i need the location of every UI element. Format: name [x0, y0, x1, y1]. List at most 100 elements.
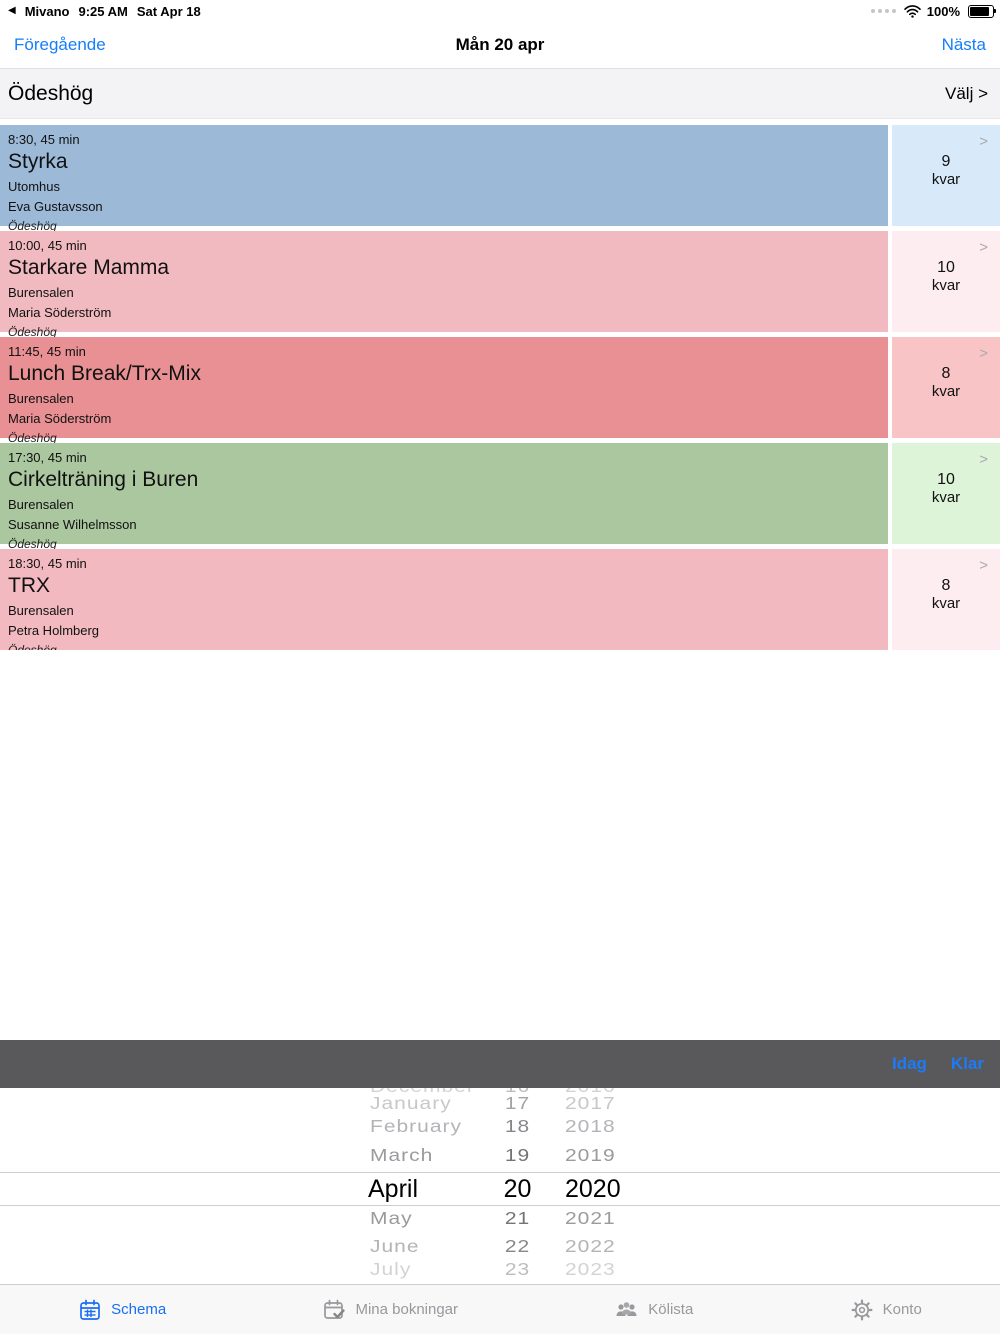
class-spots-panel[interactable]: > 9 kvar [892, 125, 1000, 226]
next-day-button[interactable]: Nästa [941, 35, 986, 54]
picker-year: 2019 [565, 1146, 616, 1166]
class-instructor: Maria Söderström [8, 305, 112, 320]
done-button[interactable]: Klar [950, 1054, 984, 1073]
picker-day: 18 [504, 1117, 531, 1137]
chevron-right-icon: > [979, 239, 988, 256]
picker-month: February [370, 1117, 463, 1137]
carrier-name: Mivano [24, 3, 70, 19]
chevron-right-icon: > [979, 451, 988, 468]
class-card[interactable]: 11:45, 45 min Lunch Break/Trx-Mix Burens… [0, 337, 888, 445]
spots-remaining-label: kvar [931, 170, 961, 188]
picker-year: 2022 [565, 1237, 616, 1257]
tab-label: Mina bokningar [355, 1301, 459, 1318]
picker-row[interactable]: February 18 2018 [0, 1116, 1000, 1137]
class-spots-panel[interactable]: > 8 kvar [892, 549, 1000, 650]
back-to-app-icon[interactable]: ◀ [8, 5, 16, 16]
class-title: Starkare Mamma [8, 256, 170, 279]
status-time: 9:25 AM [78, 3, 128, 19]
class-title: Lunch Break/Trx-Mix [8, 362, 201, 385]
class-location: Burensalen [8, 285, 74, 300]
class-location: Burensalen [8, 497, 74, 512]
picker-month: March [370, 1146, 434, 1166]
picker-row[interactable]: June 22 2022 [0, 1236, 1000, 1257]
previous-day-button[interactable]: Föregående [14, 35, 106, 54]
tab-konto[interactable]: Konto [850, 1298, 922, 1322]
picker-month: January [370, 1094, 452, 1114]
chevron-right-icon: > [979, 345, 988, 362]
class-row[interactable]: 17:30, 45 min Cirkelträning i Buren Bure… [0, 443, 1000, 551]
tab-label: Schema [111, 1301, 167, 1318]
picker-month: July [370, 1260, 412, 1280]
class-region: Ödeshög [8, 431, 57, 445]
tab-schema[interactable]: Schema [78, 1298, 166, 1322]
class-spots-panel[interactable]: > 10 kvar [892, 443, 1000, 544]
tab-mina-bokningar[interactable]: Mina bokningar [322, 1298, 458, 1322]
picker-day: 16 [480, 1088, 555, 1098]
picker-day: 22 [504, 1237, 531, 1257]
picker-row-selected[interactable]: April 20 2020 [0, 1172, 1000, 1206]
picker-day: 23 [504, 1260, 531, 1280]
spots-remaining-count: 10 [937, 471, 955, 488]
class-time: 17:30, 45 min [8, 450, 87, 465]
class-row[interactable]: 11:45, 45 min Lunch Break/Trx-Mix Burens… [0, 337, 1000, 445]
calendar-check-icon [324, 1299, 346, 1319]
class-location: Burensalen [8, 391, 74, 406]
class-card[interactable]: 10:00, 45 min Starkare Mamma Burensalen … [0, 231, 888, 339]
picker-row[interactable]: January 17 2017 [0, 1093, 1000, 1114]
picker-month: June [370, 1237, 420, 1257]
spots-remaining-count: 10 [937, 259, 955, 276]
calendar-icon [80, 1299, 100, 1320]
picker-row[interactable]: December 16 2016 [0, 1088, 1000, 1098]
status-bar: ◀ Mivano 9:25 AM Sat Apr 18 100% [0, 0, 1000, 22]
location-name: Ödeshög [8, 81, 94, 105]
class-card[interactable]: 8:30, 45 min Styrka Utomhus Eva Gustavss… [0, 125, 888, 233]
tab-label: Konto [882, 1301, 922, 1318]
location-section-header: Ödeshög Välj > [0, 68, 1000, 119]
tab-label: Kölista [648, 1301, 694, 1318]
class-region: Ödeshög [8, 219, 57, 233]
current-date-title: Mån 20 apr [455, 35, 545, 54]
date-picker-wheel[interactable]: December 16 2016 January 17 2017 Februar… [0, 1088, 1000, 1284]
people-group-icon [616, 1301, 637, 1316]
gear-icon [851, 1298, 873, 1320]
picker-month: May [370, 1209, 413, 1229]
class-row[interactable]: 10:00, 45 min Starkare Mamma Burensalen … [0, 231, 1000, 339]
picker-row[interactable]: March 19 2019 [0, 1145, 1000, 1166]
class-list: 8:30, 45 min Styrka Utomhus Eva Gustavss… [0, 125, 1000, 657]
picker-month: December [370, 1088, 540, 1098]
class-title: Styrka [8, 150, 68, 173]
class-instructor: Susanne Wilhelmsson [8, 517, 137, 532]
picker-toolbar: Idag Klar [0, 1040, 1000, 1088]
spots-remaining-label: kvar [931, 382, 961, 400]
class-region: Ödeshög [8, 537, 57, 551]
wifi-icon [903, 4, 921, 18]
tab-kolista[interactable]: Kölista [614, 1298, 693, 1322]
picker-selection-indicator [0, 1172, 1000, 1206]
chevron-right-icon: > [979, 557, 988, 574]
battery-icon [968, 4, 996, 18]
today-button[interactable]: Idag [891, 1054, 927, 1073]
class-row[interactable]: 8:30, 45 min Styrka Utomhus Eva Gustavss… [0, 125, 1000, 233]
class-time: 8:30, 45 min [8, 132, 80, 147]
chevron-right-icon: > [979, 133, 988, 150]
picker-day: 19 [504, 1146, 531, 1166]
nav-bar: Föregående Mån 20 apr Nästa [0, 22, 1000, 68]
picker-year: 2017 [565, 1094, 616, 1114]
class-row[interactable]: 18:30, 45 min TRX Burensalen Petra Holmb… [0, 549, 1000, 657]
class-time: 18:30, 45 min [8, 556, 87, 571]
class-spots-panel[interactable]: > 10 kvar [892, 231, 1000, 332]
class-card[interactable]: 18:30, 45 min TRX Burensalen Petra Holmb… [0, 549, 888, 657]
picker-day: 20 [503, 1175, 532, 1203]
class-title: TRX [8, 574, 50, 597]
class-card[interactable]: 17:30, 45 min Cirkelträning i Buren Bure… [0, 443, 888, 551]
class-spots-panel[interactable]: > 8 kvar [892, 337, 1000, 438]
class-instructor: Eva Gustavsson [8, 199, 103, 214]
class-location: Utomhus [8, 179, 61, 194]
picker-row[interactable]: May 21 2021 [0, 1208, 1000, 1229]
picker-row[interactable]: July 23 2023 [0, 1259, 1000, 1280]
choose-location-button[interactable]: Välj > [945, 83, 988, 103]
spots-remaining-count: 8 [941, 365, 951, 382]
spots-remaining-count: 9 [941, 153, 951, 170]
tab-bar: Schema Mina bokningar Kölista [0, 1284, 1000, 1334]
